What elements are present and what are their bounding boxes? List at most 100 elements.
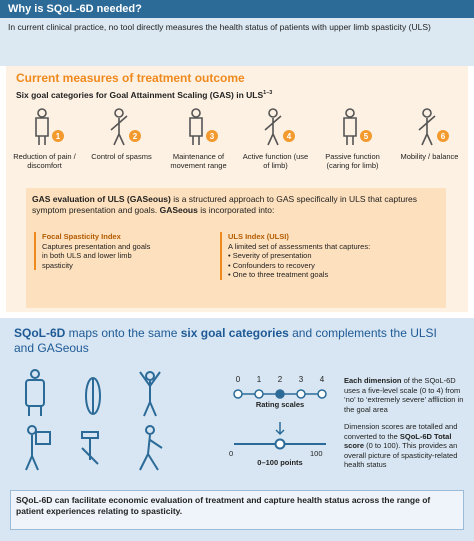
header-bar: Why is SQoL-6D needed?: [0, 0, 474, 18]
scale-label: Rating scales: [255, 400, 305, 409]
dim-bold: Each dimension: [344, 376, 402, 385]
figure: [189, 108, 203, 145]
number-badge: [129, 130, 141, 142]
scale-dot: [317, 389, 327, 399]
sqol-icons: [25, 369, 163, 471]
category: 1 Reduction of pain / discomfort: [6, 106, 83, 178]
score-text: Dimension scores are totalled and conver…: [344, 422, 466, 470]
figure: [343, 108, 357, 145]
fsi: Focal Spasticity Index Captures presenta…: [34, 232, 202, 270]
ulsi-bullet: • One to three treatment goals: [228, 270, 329, 279]
gaseous-box: GAS evaluation of ULS (GASeous) is a str…: [26, 188, 446, 308]
body: [189, 117, 203, 145]
category-icon: 5: [343, 108, 372, 145]
head: [268, 108, 278, 118]
scale-point: 0: [236, 375, 241, 384]
category-icon: 3: [189, 108, 218, 145]
category: 4 Active function (use of limb): [237, 106, 314, 178]
intro-bold: GAS evaluation of ULS (GASeous): [32, 194, 171, 204]
figure: [418, 108, 436, 146]
title-text: maps onto the same: [65, 326, 181, 340]
head: [191, 108, 201, 118]
score-part: (0 to 100). This provides an overall pic…: [344, 441, 458, 469]
body: [264, 115, 282, 146]
intro-bold: GASeous: [159, 205, 198, 215]
head: [422, 108, 432, 118]
category-number: 2: [133, 132, 138, 141]
subtitle-text: Six goal categories for Goal Attainment …: [16, 90, 264, 100]
header-title: Why is SQoL-6D needed?: [8, 3, 142, 15]
figure: [264, 108, 282, 146]
score-bold: SQoL-6D Total score: [344, 431, 452, 451]
bullet-text: Confounders to recovery: [232, 260, 315, 270]
scale-dot: [296, 389, 306, 399]
category-label: Reduction of pain / discomfort: [13, 152, 76, 170]
number-badge: [437, 130, 449, 142]
ulsi-bullet: • Severity of presentation: [228, 251, 312, 260]
summary: SQoL-6D can facilitate economic evaluati…: [10, 490, 464, 530]
category-number: 4: [287, 132, 292, 141]
rating-scale: 0 1 2 3 4: [233, 375, 327, 450]
category-icon: 2: [110, 108, 141, 146]
category-label: Control of spasms: [91, 152, 152, 161]
category: 3 Maintenance of movement range: [160, 106, 237, 178]
number-badge: [206, 130, 218, 142]
dim-text: of the SQoL-6D uses a five-level scale (…: [344, 376, 464, 414]
number-badge: [52, 130, 64, 142]
score-part: Dimension scores are totalled and conver…: [344, 422, 458, 441]
category-icon: 6: [418, 108, 449, 146]
scale-point: 3: [299, 375, 304, 384]
header-text: In current clinical practice, no tool di…: [0, 18, 474, 66]
category: 2 Control of spasms: [83, 106, 160, 178]
scale-dot: [275, 389, 285, 399]
title-text: and complements the ULSI and GASeous: [14, 326, 437, 355]
category-label: Mobility / balance: [400, 152, 459, 161]
slider-max: 100: [310, 449, 323, 458]
current-subtitle: Six goal categories for Goal Attainment …: [16, 90, 272, 100]
body: [35, 117, 49, 145]
head: [114, 108, 124, 118]
icon-figures: [25, 369, 163, 471]
category-label: Active function (use of limb): [242, 152, 309, 170]
sqol-title: SQoL-6D maps onto the same six goal cate…: [14, 326, 454, 356]
category-icon: 4: [264, 108, 295, 146]
categories: 1 Reduction of pain / discomfort 2 Control …: [6, 106, 468, 178]
current-title: Current measures of treatment outcome: [16, 71, 245, 85]
fsi-title: Focal Spasticity Index: [42, 232, 121, 241]
arrow: [275, 422, 285, 436]
head: [345, 108, 355, 118]
head: [37, 108, 47, 118]
figure: [110, 108, 128, 146]
scale-dot: [254, 389, 264, 399]
subtitle-ref: 1–3: [263, 90, 273, 97]
fsi-text: Captures presentation and goals in both …: [42, 241, 151, 270]
dimension-text: Each dimension of the SQoL-6D uses a fiv…: [344, 376, 466, 414]
title-bold: six goal categories: [180, 326, 289, 340]
ulsi: ULS Index (ULSI) A limited set of assess…: [220, 232, 428, 280]
scale-dot: [233, 389, 243, 399]
intro-text: is incorporated into:: [197, 205, 275, 215]
gaseous-intro: GAS evaluation of ULS (GASeous) is a str…: [32, 194, 440, 216]
category-number: 1: [56, 132, 61, 141]
ulsi-title: ULS Index (ULSI): [228, 232, 289, 241]
category-number: 6: [441, 132, 446, 141]
category-label: Passive function (caring for limb): [325, 152, 380, 170]
body: [343, 117, 357, 145]
slider-thumb: [274, 438, 286, 450]
bullet-text: Severity of presentation: [232, 251, 312, 260]
scale-point: 1: [257, 375, 262, 384]
number-badge: [360, 130, 372, 142]
sqol-section: SQoL-6D maps onto the same six goal cate…: [0, 318, 474, 541]
category-label: Maintenance of movement range: [170, 152, 227, 170]
figure: [35, 108, 49, 145]
title-bold: SQoL-6D: [14, 326, 66, 340]
intro-text: is a structured approach to GAS specific…: [32, 194, 418, 215]
scale-point: 4: [320, 375, 325, 384]
category-number: 5: [364, 132, 369, 141]
current-section: Current measures of treatment outcome Si…: [6, 66, 468, 312]
ulsi-text: A limited set of assessments that captur…: [228, 241, 371, 251]
category: 5 Passive function (caring for limb): [314, 106, 391, 178]
category-icon: 1: [35, 108, 64, 145]
ulsi-bullet: • Confounders to recovery: [228, 260, 315, 270]
